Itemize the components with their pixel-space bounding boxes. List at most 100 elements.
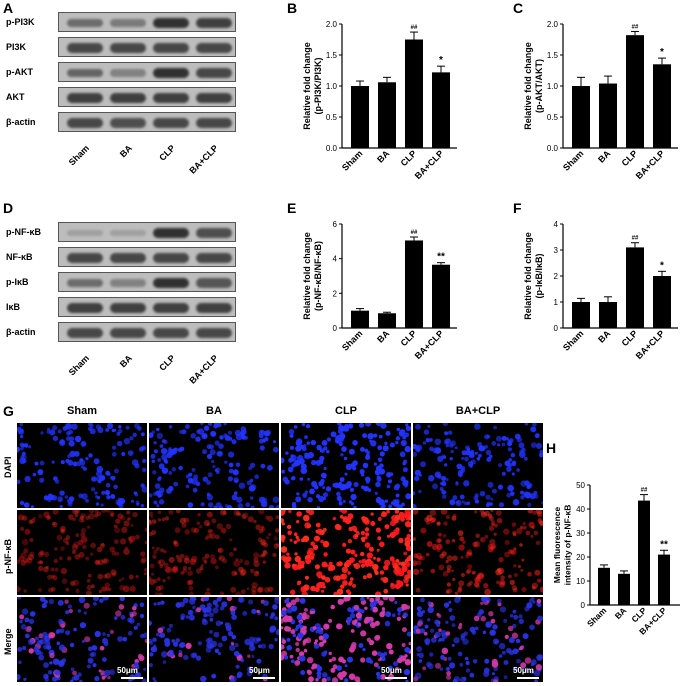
cell-dot	[131, 459, 139, 466]
cell-dot	[258, 510, 265, 515]
cell-dot	[182, 568, 187, 574]
cell-dot	[22, 557, 29, 564]
cell-dot	[474, 510, 478, 514]
cell-dot	[100, 542, 105, 547]
cell-dot	[403, 512, 409, 519]
cell-dot	[350, 577, 354, 581]
cell-dot	[60, 628, 65, 633]
y-tick-label: 2.0	[547, 20, 559, 29]
cell-dot	[64, 495, 68, 499]
cell-dot	[30, 518, 36, 524]
cell-dot	[188, 579, 194, 585]
cell-dot	[401, 565, 408, 573]
cell-dot	[479, 490, 486, 497]
cell-dot	[56, 641, 61, 646]
cell-dot	[72, 510, 79, 515]
cell-dot	[249, 484, 257, 491]
cell-dot	[25, 557, 33, 564]
cell-dot	[96, 466, 104, 473]
cell-dot	[265, 515, 270, 520]
cell-dot	[99, 645, 105, 651]
cell-dot	[427, 424, 431, 428]
cell-dot	[379, 463, 384, 468]
cell-dot	[398, 537, 404, 544]
cell-dot	[206, 453, 213, 460]
cell-dot	[19, 500, 25, 506]
cell-dot	[446, 564, 452, 570]
cell-dot	[105, 428, 109, 432]
cell-dot	[281, 469, 285, 474]
cell-dot	[320, 472, 327, 479]
cell-dot	[175, 510, 181, 514]
cell-dot	[348, 423, 354, 429]
cell-dot	[270, 612, 276, 617]
cell-dot	[315, 461, 319, 464]
cell-dot	[85, 457, 89, 461]
cell-dot	[419, 628, 425, 634]
cell-dot	[360, 597, 365, 602]
cell-dot	[333, 482, 340, 489]
cell-dot	[185, 615, 190, 619]
cell-dot	[162, 579, 166, 583]
cell-dot	[154, 483, 161, 489]
cell-dot	[321, 589, 325, 593]
cell-dot	[218, 505, 224, 508]
cell-dot	[351, 620, 357, 625]
x-category-label: Sham	[585, 605, 609, 629]
cell-dot	[253, 570, 260, 577]
cell-dot	[153, 441, 157, 445]
cell-dot	[167, 448, 173, 454]
cell-dot	[413, 537, 417, 541]
cell-dot	[43, 662, 49, 668]
cell-dot	[395, 483, 401, 489]
micro-column-label: BA+CLP	[455, 405, 501, 417]
cell-dot	[345, 589, 351, 594]
cell-dot	[360, 609, 365, 614]
cell-dot	[344, 664, 348, 668]
cell-dot	[253, 519, 257, 524]
cell-dot	[40, 638, 48, 645]
cell-dot	[379, 451, 385, 457]
x-category-label: Sham	[340, 328, 364, 352]
y-axis-label-line: Relative fold change	[523, 42, 533, 130]
cell-dot	[377, 516, 382, 522]
cell-dot	[235, 511, 240, 516]
cell-dot	[443, 602, 450, 608]
blot-group-label: BA+CLP	[187, 353, 221, 386]
cell-dot	[206, 602, 212, 608]
cell-dot	[114, 539, 119, 544]
cell-dot	[452, 513, 457, 518]
scale-bar-label: 50μm	[381, 666, 402, 675]
cell-dot	[460, 468, 466, 473]
cell-dot	[429, 510, 437, 516]
cell-dot	[206, 522, 210, 527]
cell-dot	[511, 522, 517, 527]
cell-dot	[206, 587, 211, 592]
cell-dot	[284, 562, 291, 569]
panel-label-h: H	[546, 440, 557, 456]
cell-dot	[73, 451, 80, 457]
cell-dot	[149, 511, 154, 516]
cell-dot	[395, 441, 399, 445]
cell-dot	[320, 448, 325, 453]
cell-dot	[403, 577, 409, 584]
blot-band	[153, 17, 189, 29]
cell-dot	[97, 427, 104, 434]
cell-dot	[75, 588, 80, 594]
cell-dot	[209, 554, 216, 560]
cell-dot	[521, 587, 527, 592]
cell-dot	[441, 647, 449, 655]
cell-dot	[336, 491, 341, 497]
cell-dot	[158, 463, 165, 470]
cell-dot	[513, 573, 518, 577]
cell-dot	[203, 597, 210, 602]
cell-dot	[240, 571, 246, 577]
cell-dot	[507, 447, 512, 452]
cell-dot	[134, 672, 141, 678]
cell-dot	[522, 521, 526, 526]
cell-dot	[249, 478, 254, 483]
micrograph-texture	[17, 597, 147, 682]
cell-dot	[429, 438, 433, 442]
cell-dot	[475, 584, 481, 589]
cell-dot	[282, 476, 289, 483]
